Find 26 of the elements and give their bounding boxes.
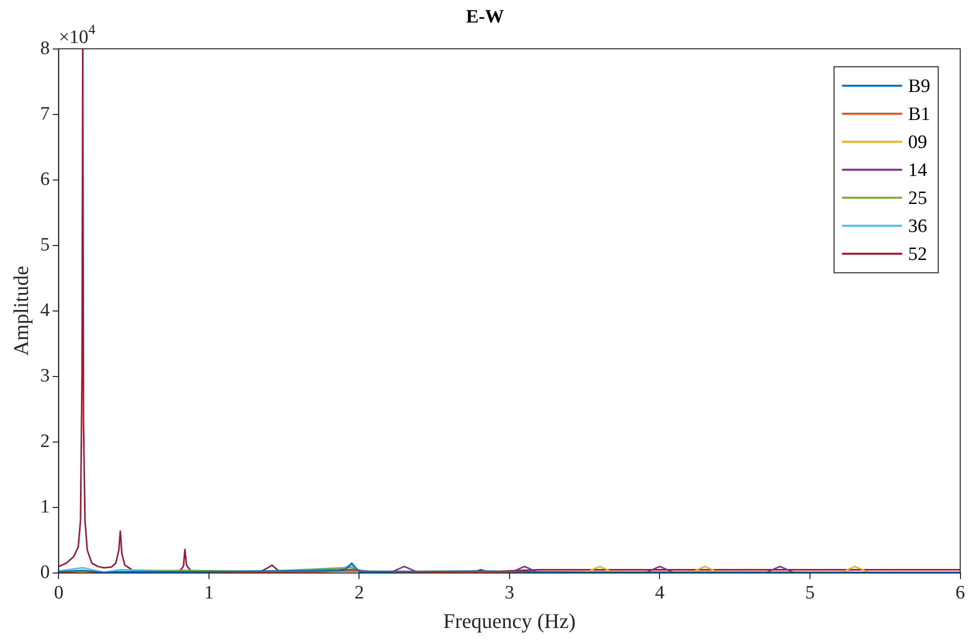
legend-label: 36 (908, 216, 928, 237)
y-tick-label: 7 (40, 103, 50, 124)
legend-label: 25 (908, 188, 928, 209)
y-tick-label: 2 (40, 430, 50, 452)
x-tick-label: 5 (805, 582, 815, 604)
x-tick-label: 3 (504, 582, 514, 604)
legend-label: 14 (908, 160, 928, 181)
x-tick-label: 1 (204, 582, 214, 604)
x-tick-label: 0 (54, 582, 64, 604)
legend-label: 52 (908, 244, 928, 265)
x-axis-title: Frequency (Hz) (443, 608, 576, 633)
x-tick-label: 2 (354, 582, 364, 604)
y-tick-label: 5 (40, 234, 50, 256)
chart-title: E-W (466, 6, 504, 28)
legend-label: B9 (908, 76, 930, 97)
y-tick-label: 8 (40, 38, 50, 59)
legend-label: B1 (908, 104, 930, 125)
x-tick-label: 6 (956, 582, 965, 604)
y-tick-label: 0 (40, 562, 50, 583)
y-axis-title: Amplitude (9, 266, 34, 356)
x-tick-label: 4 (654, 582, 665, 604)
legend-label: 09 (908, 132, 928, 153)
y-tick-label: 1 (40, 496, 50, 518)
y-tick-label: 4 (40, 300, 50, 321)
y-tick-label: 6 (40, 168, 50, 190)
y-tick-label: 3 (40, 365, 50, 386)
